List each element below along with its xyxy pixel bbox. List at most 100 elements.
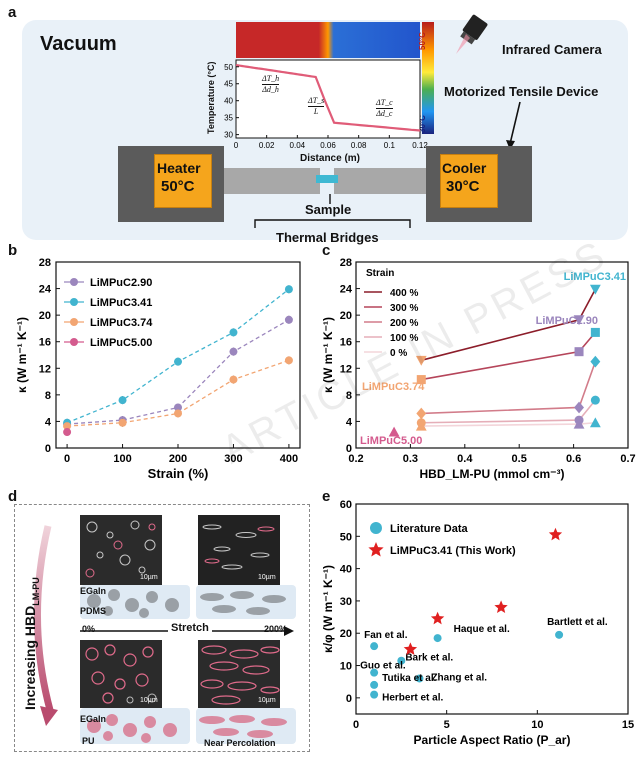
micrograph-pu-200-particles <box>200 645 280 705</box>
chart-c-ytick-label: 0 <box>346 443 352 455</box>
inset-ytick-label: 35 <box>224 114 233 123</box>
chart-e-ytick-label: 30 <box>340 596 352 608</box>
stretch-label: Stretch <box>168 622 212 634</box>
infrared-camera-icon <box>456 14 488 54</box>
annotation-cold-den: Δd_c <box>376 109 393 118</box>
chart-c-point <box>589 417 601 428</box>
near-percolation-label: Near Percolation <box>204 738 276 748</box>
cooler-face <box>440 154 498 208</box>
micrograph-pdms-0 <box>80 515 162 585</box>
inset-ylabel: Temperature (°C) <box>206 61 216 134</box>
chart-c-xtick-label: 0.7 <box>620 453 635 465</box>
sample-bracket <box>254 194 411 228</box>
chart-c-material-label: LiMPuC3.41 <box>564 271 626 283</box>
chart-b-point <box>63 428 72 437</box>
chart-b-legend-label: LiMPuC3.74 <box>90 317 153 329</box>
pdms-spheres-200 <box>200 591 286 615</box>
micrograph-pu-0 <box>80 640 162 708</box>
inset-xtick-label: 0.1 <box>384 141 396 150</box>
chart-e-this-work-point <box>548 527 563 541</box>
chart-b-point <box>229 347 238 356</box>
chart-c-xlabel: HBD_LM-PU (mmol cm⁻³) <box>419 467 564 481</box>
annotation-cold: ΔT_c Δd_c <box>376 98 393 119</box>
chart-e-legend-marker <box>368 542 384 557</box>
chart-e-ytick-label: 60 <box>340 499 352 511</box>
chart-e-literature-label: Fan et al. <box>364 630 408 641</box>
inset-xlabel: Distance (m) <box>300 153 361 164</box>
chart-e-ytick-label: 50 <box>340 531 352 543</box>
temperature-curve <box>235 64 421 132</box>
chart-b-legend-marker <box>70 318 78 326</box>
scale-pdms-200: 10µm <box>258 574 276 581</box>
chart-b-xtick-label: 300 <box>224 453 242 465</box>
chart-b-point <box>174 357 182 366</box>
chart-b-line <box>66 288 290 424</box>
pdms-label: PDMS <box>80 606 107 616</box>
panel-letter-b: b <box>8 242 18 259</box>
chart-e-literature-label: Bartlett et al. <box>547 617 608 628</box>
inset-xtick-label: 0.12 <box>412 141 428 150</box>
chart-b-xtick-label: 100 <box>113 453 131 465</box>
panel-letter-d: d <box>8 488 18 505</box>
pct-start: 0% <box>82 624 96 634</box>
chart-b-point <box>118 396 127 405</box>
inset-ytick-label: 45 <box>224 80 233 89</box>
chart-b-point <box>284 356 293 365</box>
chart-b-ytick-label: 4 <box>45 416 52 428</box>
inset-xtick-label: 0.04 <box>290 141 306 150</box>
chart-c-point <box>416 407 427 420</box>
motorized-device-label: Motorized Tensile Device <box>444 84 599 99</box>
increasing-hbd-sub: LM-PU <box>30 577 41 606</box>
chart-c-point <box>590 395 600 405</box>
sample-label: Sample <box>305 202 352 217</box>
chart-c-xtick-label: 0.2 <box>348 453 363 465</box>
scale-pu-200: 10µm <box>258 697 276 704</box>
vacuum-label: Vacuum <box>40 33 117 55</box>
cooler-label: Cooler <box>442 160 487 176</box>
chart-c-ytick-label: 4 <box>346 416 353 428</box>
inset-xtick-label: 0.08 <box>351 141 367 150</box>
chart-b-point <box>284 315 293 324</box>
chart-e-frame <box>355 503 629 715</box>
chart-c-point <box>589 284 601 295</box>
chart-e-xtick-label: 0 <box>353 719 359 731</box>
chart-b-ytick-label: 28 <box>39 257 51 269</box>
chart-b: 0 4 8 12 16 20 24 28 0 100 200 300 400 Strain (%) κ (W… <box>15 257 301 481</box>
chart-c-frame <box>355 261 629 449</box>
chart-e-literature-point <box>433 634 442 643</box>
bridge-right <box>334 168 426 194</box>
chart-c-point <box>590 355 601 368</box>
annotation-hot-den: Δd_h <box>262 85 279 94</box>
chart-c-legend-title: Strain <box>366 268 394 279</box>
sample-strip <box>316 175 338 183</box>
chart-c-ytick-label: 20 <box>340 310 352 322</box>
chart-c-material-label: LiMPuC3.74 <box>362 381 425 393</box>
chart-e-this-work-point <box>494 600 508 613</box>
chart-e-legend-label: LiMPuC3.41 (This Work) <box>390 545 516 557</box>
chart-b-ytick-label: 20 <box>39 310 51 322</box>
chart-b-ytick-label: 8 <box>45 390 51 402</box>
chart-c-ytick-label: 16 <box>340 337 352 349</box>
chart-e-this-work-point <box>403 642 418 655</box>
pdms-matrix-0 <box>80 585 190 619</box>
annotation-hot: ΔT_h Δd_h <box>262 74 280 95</box>
chart-c-ylabel: κ (W m⁻¹ K⁻¹) <box>321 317 335 393</box>
chart-b-legend-marker <box>70 338 78 346</box>
chart-b-xtick-label: 200 <box>169 453 187 465</box>
chart-c-point <box>415 355 427 366</box>
inset-ytick-label: 30 <box>224 131 233 140</box>
panel-letter-a: a <box>8 4 17 21</box>
chart-c-legend-label: 400 % <box>390 288 418 299</box>
chart-b-point <box>118 418 127 427</box>
chart-c-ytick-label: 28 <box>340 257 352 269</box>
chart-e-legend-label: Literature Data <box>390 523 469 535</box>
chart-c-legend-label: 200 % <box>390 318 418 329</box>
chart-b-point <box>174 409 182 418</box>
annotation-sample-num: ΔT_s <box>308 96 325 107</box>
micrograph-pdms-200 <box>198 515 280 585</box>
chart-e-literature-label: Bark et al. <box>405 653 453 664</box>
inset-xtick-label: 0.02 <box>259 141 275 150</box>
chart-b-xtick-label: 0 <box>64 453 70 465</box>
colorbar <box>422 22 434 134</box>
increasing-hbd-arrow <box>34 525 58 726</box>
